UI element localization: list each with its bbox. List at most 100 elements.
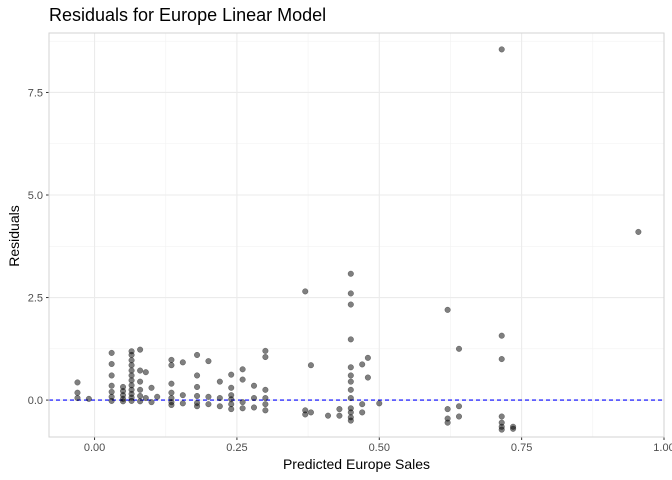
y-tick-label: 7.5 <box>28 87 43 99</box>
y-tick-label: 5.0 <box>28 190 43 202</box>
data-point <box>347 301 354 308</box>
major-gridlines <box>49 33 665 437</box>
x-axis-ticks: 0.00 0.25 0.50 0.75 1.00 <box>84 437 672 454</box>
data-point <box>128 351 135 359</box>
data-point <box>444 406 451 413</box>
data-point <box>194 383 201 391</box>
data-point <box>168 380 175 387</box>
data-point <box>302 288 309 295</box>
x-tick-label: 0.00 <box>84 442 105 454</box>
data-point <box>216 378 223 385</box>
data-point <box>137 392 144 400</box>
data-point <box>168 356 175 363</box>
data-point <box>359 401 366 408</box>
data-point <box>498 426 505 433</box>
data-point <box>250 404 258 411</box>
data-point <box>239 366 246 373</box>
data-point <box>239 376 246 383</box>
data-point <box>262 386 269 393</box>
data-point <box>137 386 144 393</box>
data-point <box>239 399 246 406</box>
data-point <box>205 358 212 365</box>
data-point <box>128 362 135 369</box>
minor-gridlines <box>49 33 664 437</box>
data-point <box>444 419 451 426</box>
y-tick-label: 2.5 <box>28 293 43 305</box>
data-point <box>336 412 343 419</box>
data-point <box>137 367 144 374</box>
data-point <box>216 394 223 402</box>
data-point <box>455 403 463 410</box>
data-point <box>262 394 269 402</box>
data-point <box>364 354 371 361</box>
data-point <box>194 403 201 410</box>
data-point <box>250 394 258 402</box>
data-point <box>194 392 201 400</box>
data-point <box>347 394 354 402</box>
data-point <box>239 405 246 412</box>
data-point <box>205 393 212 400</box>
chart-title: Residuals for Europe Linear Model <box>49 5 327 25</box>
data-point <box>359 409 366 416</box>
data-point <box>364 374 371 381</box>
y-axis-label: Residuals <box>6 205 22 267</box>
data-points <box>74 46 642 433</box>
data-point <box>137 378 144 385</box>
x-tick-label: 1.00 <box>653 442 672 454</box>
data-point <box>168 401 175 409</box>
data-point <box>108 397 115 404</box>
data-point <box>336 406 343 413</box>
data-point <box>347 378 354 385</box>
panel-border <box>48 32 665 438</box>
data-point <box>108 382 115 389</box>
data-point <box>498 356 505 363</box>
data-point <box>307 409 314 416</box>
data-point <box>307 362 314 369</box>
data-point <box>148 384 155 391</box>
data-point <box>142 394 149 402</box>
data-point <box>108 372 115 379</box>
data-point <box>347 372 354 379</box>
data-point <box>376 400 383 407</box>
data-point <box>347 386 354 393</box>
data-point <box>179 392 186 399</box>
data-point <box>347 417 354 424</box>
data-point <box>179 359 186 366</box>
data-point <box>347 336 354 343</box>
x-axis-label: Predicted Europe Sales <box>282 456 431 472</box>
data-point <box>74 389 81 396</box>
data-point <box>347 290 354 297</box>
data-point <box>635 228 642 235</box>
y-axis-ticks: 0.0 2.5 5.0 7.5 <box>28 87 49 407</box>
data-point <box>455 345 463 352</box>
data-point <box>324 412 332 419</box>
data-point <box>347 270 354 277</box>
data-point <box>498 332 505 339</box>
data-point <box>74 379 81 386</box>
data-point <box>262 347 269 354</box>
data-point <box>148 399 155 406</box>
data-point <box>137 346 144 353</box>
data-point <box>262 353 269 361</box>
data-point <box>168 362 175 369</box>
data-point <box>85 395 92 402</box>
data-point <box>179 400 186 407</box>
data-point <box>228 406 235 413</box>
data-point <box>142 369 149 376</box>
data-point <box>444 306 451 313</box>
x-tick-label: 0.75 <box>511 442 532 454</box>
data-point <box>262 407 269 414</box>
data-point <box>194 372 201 379</box>
x-tick-label: 0.50 <box>369 442 390 454</box>
data-point <box>74 394 81 402</box>
y-tick-label: 0.0 <box>28 395 43 407</box>
data-point <box>347 364 354 371</box>
data-point <box>498 46 505 53</box>
data-point <box>302 411 309 418</box>
data-point <box>262 401 269 408</box>
data-point <box>154 393 161 400</box>
data-point <box>228 371 235 378</box>
data-point <box>194 351 201 359</box>
